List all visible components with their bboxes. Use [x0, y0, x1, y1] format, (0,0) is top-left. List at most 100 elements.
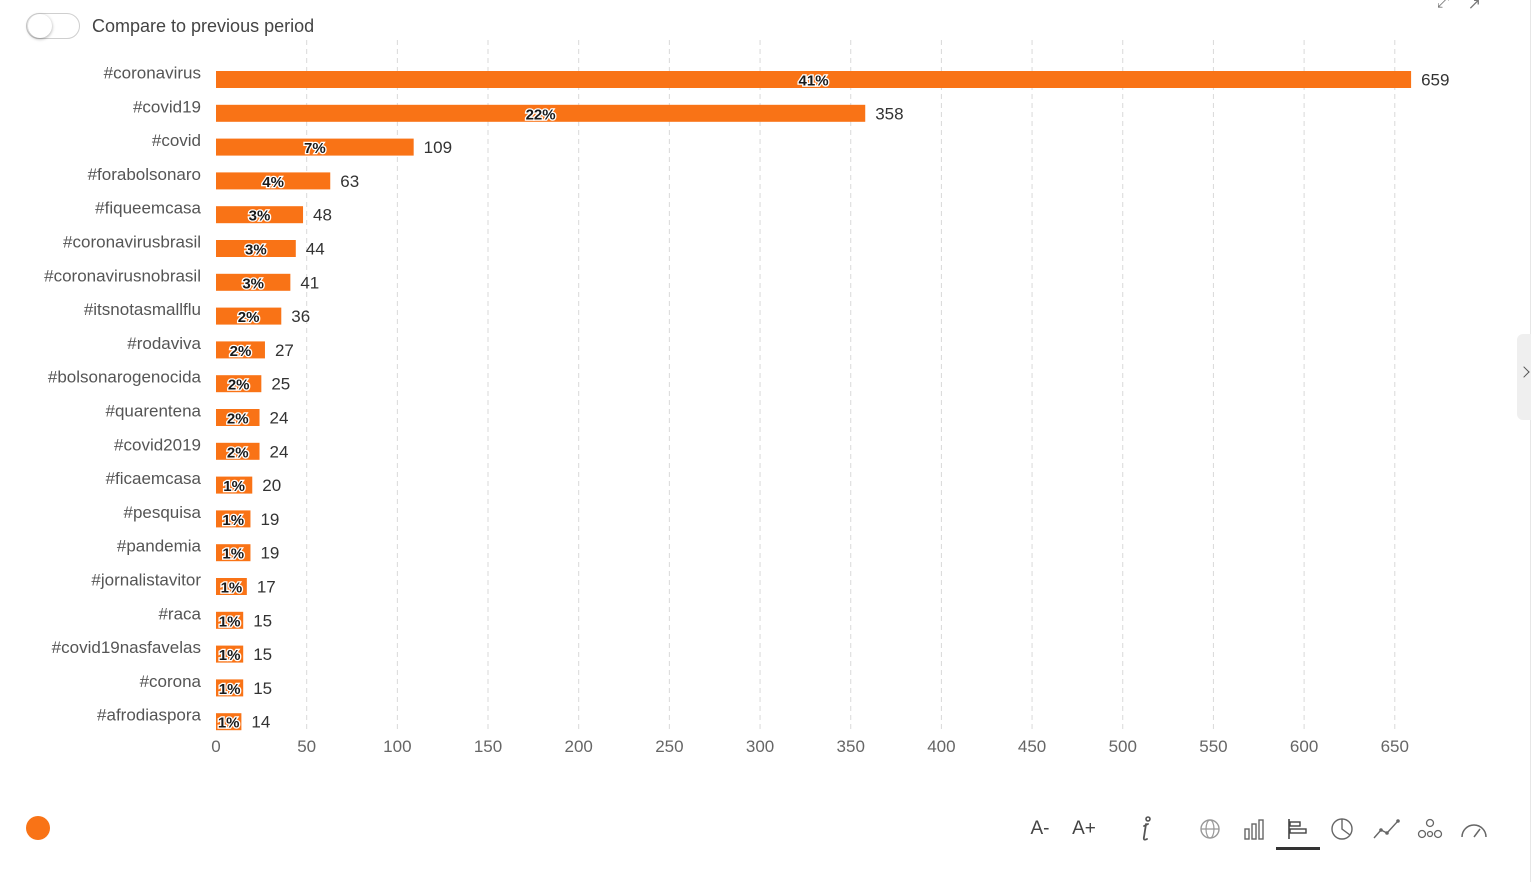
category-label: #coronavirusbrasil: [63, 233, 201, 252]
percent-label: 2%: [228, 377, 250, 394]
category-label: #covid2019: [114, 435, 201, 454]
x-tick-label: 50: [297, 737, 316, 756]
value-label: 109: [424, 138, 452, 157]
bar[interactable]: [216, 375, 262, 393]
category-label: #afrodiaspora: [97, 706, 202, 725]
x-tick-label: 550: [1199, 737, 1227, 756]
pie-chart-icon[interactable]: [1320, 809, 1364, 849]
value-label: 24: [270, 409, 289, 428]
horizontal-bar-chart-icon[interactable]: [1276, 808, 1320, 850]
value-label: 63: [340, 172, 359, 191]
value-label: 358: [875, 104, 903, 123]
value-label: 36: [291, 307, 310, 326]
category-label: #quarentena: [106, 402, 202, 421]
percent-label: 41%: [799, 73, 829, 90]
bar[interactable]: [216, 544, 251, 562]
bar[interactable]: [216, 138, 414, 156]
percent-label: 1%: [219, 681, 241, 698]
value-label: 44: [306, 240, 325, 259]
top-icons: ⤢ ↗: [1437, 0, 1481, 14]
percent-label: 3%: [249, 208, 271, 225]
external-link-icon[interactable]: ↗: [1467, 0, 1481, 13]
x-tick-label: 400: [927, 737, 955, 756]
bar[interactable]: [216, 510, 251, 528]
value-label: 20: [262, 476, 281, 495]
percent-label: 1%: [222, 512, 244, 529]
x-tick-label: 450: [1018, 737, 1046, 756]
category-label: #fiqueemcasa: [95, 199, 201, 218]
x-tick-label: 0: [211, 737, 220, 756]
bar[interactable]: [216, 273, 291, 291]
category-label: #pandemia: [117, 537, 202, 556]
bar[interactable]: [216, 341, 265, 359]
category-label: #corona: [140, 672, 202, 691]
percent-label: 2%: [227, 411, 249, 428]
percent-label: 3%: [242, 275, 264, 292]
category-label: #coronavirusnobrasil: [44, 266, 201, 285]
percent-label: 22%: [526, 106, 556, 123]
line-chart-icon[interactable]: [1364, 809, 1408, 849]
series-color-dot[interactable]: [26, 816, 50, 840]
percent-label: 1%: [223, 478, 245, 495]
bar[interactable]: [216, 578, 247, 595]
x-tick-label: 300: [746, 737, 774, 756]
x-tick-label: 500: [1109, 737, 1137, 756]
bar[interactable]: [216, 409, 260, 426]
network-icon[interactable]: [1408, 809, 1452, 849]
bar[interactable]: [216, 442, 260, 460]
bar[interactable]: [216, 645, 244, 663]
value-label: 48: [313, 206, 332, 225]
value-label: 14: [251, 713, 270, 732]
percent-label: 1%: [219, 613, 241, 630]
percent-label: 2%: [238, 309, 260, 326]
value-label: 24: [270, 442, 289, 461]
bar[interactable]: [216, 104, 866, 122]
category-label: #covid19: [133, 97, 201, 116]
hashtag-bar-chart: 0 50 100 150 200 250 300 350 400 450 500 550 600 650 #…: [44, 40, 1449, 756]
x-tick-label: 200: [565, 737, 593, 756]
percent-label: 1%: [222, 546, 244, 563]
x-tick-label: 150: [474, 737, 502, 756]
bar-chart-icon[interactable]: [1232, 809, 1276, 849]
font-increase-button[interactable]: A+: [1072, 818, 1096, 839]
gauge-icon[interactable]: [1452, 809, 1496, 849]
percent-label: 2%: [230, 343, 252, 360]
value-label: 15: [253, 611, 272, 630]
bar[interactable]: [216, 172, 331, 190]
percent-label: 1%: [221, 580, 243, 597]
category-label: #ficaemcasa: [106, 469, 202, 488]
percent-label: 3%: [245, 242, 267, 259]
bar[interactable]: [216, 611, 244, 629]
value-label: 19: [260, 510, 279, 529]
value-label: 17: [257, 578, 276, 597]
value-label: 41: [300, 273, 319, 292]
category-label: #jornalistavitor: [91, 571, 201, 590]
category-label: #bolsonarogenocida: [48, 368, 202, 387]
bar[interactable]: [216, 206, 304, 224]
value-label: 25: [271, 375, 290, 394]
value-label: 19: [260, 544, 279, 563]
bar[interactable]: [216, 713, 242, 731]
side-panel-toggle[interactable]: [1517, 334, 1531, 420]
globe-icon[interactable]: [1188, 809, 1232, 849]
x-tick-label: 250: [655, 737, 683, 756]
category-label: #pesquisa: [123, 503, 201, 522]
category-label: #covid: [152, 131, 201, 150]
category-label: #itsnotasmallflu: [84, 300, 201, 319]
bar[interactable]: [216, 71, 1412, 88]
bar[interactable]: [216, 240, 296, 257]
chevron-right-icon: [1518, 366, 1530, 378]
info-icon[interactable]: [1124, 809, 1168, 849]
compare-toggle[interactable]: [26, 13, 80, 39]
value-label: 15: [253, 679, 272, 698]
category-label: #forabolsonaro: [88, 165, 201, 184]
x-tick-label: 100: [383, 737, 411, 756]
bar[interactable]: [216, 307, 282, 325]
font-decrease-button[interactable]: A-: [1030, 818, 1050, 839]
percent-label: 2%: [227, 444, 249, 461]
expand-icon[interactable]: ⤢: [1436, 0, 1450, 11]
bar[interactable]: [216, 679, 244, 697]
bar[interactable]: [216, 476, 253, 494]
toggle-knob: [28, 14, 52, 38]
compare-toggle-row: Compare to previous period: [26, 12, 314, 40]
